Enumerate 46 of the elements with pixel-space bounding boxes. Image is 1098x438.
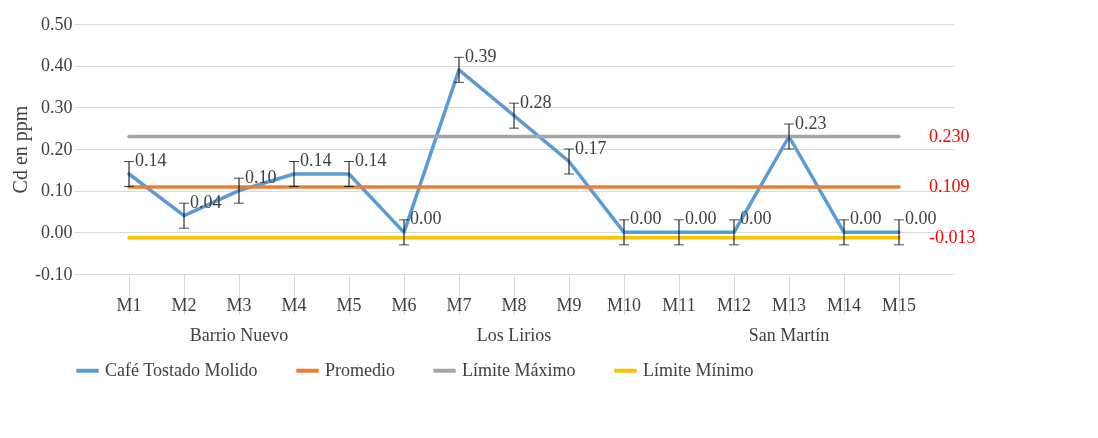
data-label: 0.14: [135, 150, 167, 170]
annotation: San Martín: [748, 325, 830, 345]
y-tick-label: -0.10: [35, 263, 73, 284]
x-tick-label: M2: [171, 294, 197, 315]
x-tick-label: M7: [446, 294, 472, 315]
x-tick-label: M5: [336, 294, 362, 315]
y-tick-label: 0.10: [41, 180, 73, 201]
annotation: Los Lirios: [476, 325, 552, 345]
data-label: 0.14: [355, 150, 387, 170]
x-tick-label: M6: [391, 294, 417, 315]
legend-label: Café Tostado Molido: [105, 359, 258, 380]
x-tick-label: M3: [226, 294, 252, 315]
y-tick-label: 0.20: [41, 138, 73, 159]
data-label: 0.00: [850, 208, 882, 229]
x-tick-label: M11: [662, 294, 696, 315]
data-label: 0.00: [410, 208, 442, 229]
legend-label: Límite Máximo: [462, 359, 576, 380]
data-label: 0.23: [795, 112, 827, 133]
x-tick-label: M15: [881, 294, 917, 315]
annotation: Barrio Nuevo: [189, 325, 289, 345]
y-tick-label: 0.50: [41, 13, 73, 34]
data-label: 0.109: [929, 175, 970, 196]
x-tick-label: M8: [501, 294, 527, 315]
y-tick-label: 0.40: [41, 55, 73, 76]
x-tick-label: M4: [281, 294, 307, 315]
x-tick-label: M12: [716, 294, 752, 315]
data-label: 0.39: [465, 45, 497, 66]
x-tick-label: M14: [826, 294, 862, 315]
data-label: 0.00: [630, 208, 662, 229]
data-label: 0.230: [929, 125, 970, 146]
data-label: 0.00: [685, 208, 717, 229]
data-label: 0.17: [575, 137, 607, 158]
x-tick-label: M1: [116, 294, 142, 315]
data-label: 0.14: [300, 150, 332, 170]
y-axis-title: Cd en ppm: [9, 105, 33, 194]
data-label: 0.28: [520, 91, 552, 112]
data-label: 0.10: [245, 166, 277, 187]
x-tick-label: M9: [556, 294, 582, 315]
x-tick-label: M13: [771, 294, 807, 315]
legend-label: Límite Mínimo: [643, 359, 754, 380]
x-tick-label: M10: [606, 294, 642, 315]
y-tick-label: 0.00: [41, 221, 73, 242]
data-label: 0.00: [905, 208, 937, 229]
legend-label: Promedio: [325, 359, 395, 380]
data-label: -0.013: [929, 226, 976, 247]
y-tick-label: 0.30: [41, 96, 73, 117]
